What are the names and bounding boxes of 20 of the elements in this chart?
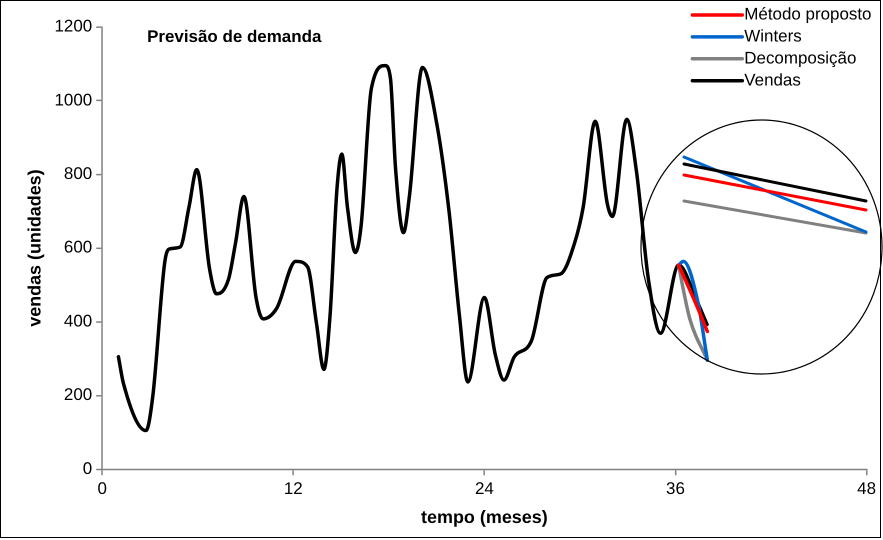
- y-tick-label: 600: [64, 238, 92, 257]
- x-tick-label: 0: [97, 479, 107, 498]
- x-axis-title: tempo (meses): [421, 507, 548, 528]
- y-tick-label: 400: [64, 311, 92, 330]
- y-tick-label: 800: [64, 164, 92, 184]
- x-tick-label: 12: [284, 479, 303, 498]
- y-tick-label: 200: [64, 385, 92, 404]
- legend-label: Decomposição: [744, 48, 856, 68]
- line-series: [116, 64, 709, 432]
- y-tick-label: 1000: [54, 90, 92, 110]
- y-tick-label: 1200: [54, 16, 92, 36]
- legend-label: Winters: [744, 26, 802, 46]
- x-tick-label: 36: [666, 479, 685, 498]
- chart-title: Previsão de demanda: [147, 27, 322, 46]
- legend-label: Vendas: [744, 70, 801, 90]
- y-tick-label: 0: [82, 458, 92, 478]
- y-axis-title: vendas (unidades): [24, 169, 45, 327]
- legend-label: Método proposto: [744, 4, 872, 24]
- x-tick-label: 24: [474, 479, 494, 498]
- x-tick-label: 48: [857, 479, 876, 498]
